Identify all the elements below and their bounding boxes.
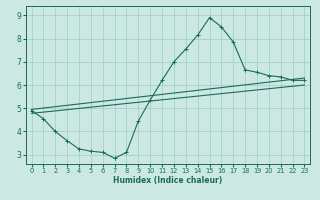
X-axis label: Humidex (Indice chaleur): Humidex (Indice chaleur) — [113, 176, 223, 185]
